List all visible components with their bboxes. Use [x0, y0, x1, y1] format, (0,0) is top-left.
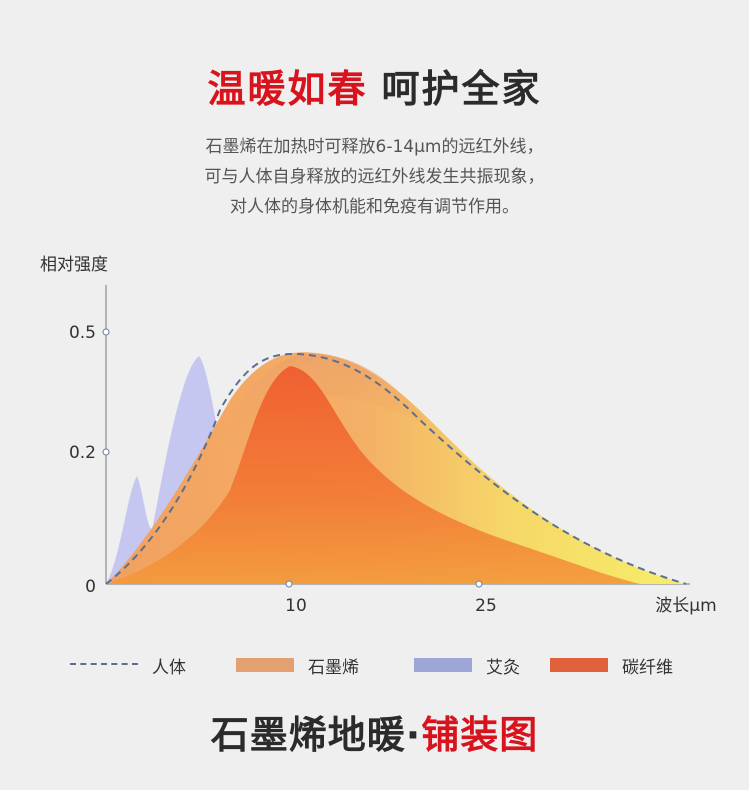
footer-title-main: 石墨烯地暖· — [210, 713, 422, 757]
y-tick-label-0: 0 — [85, 577, 96, 597]
footer-title-highlight: 铺装图 — [421, 713, 539, 757]
x-tick-label-10: 10 — [285, 596, 307, 616]
title-main: 呵护全家 — [381, 67, 542, 111]
series-carbon-fiber-area — [106, 366, 640, 584]
legend-item-carbon-fiber: 碳纤维 — [550, 650, 673, 680]
y-tick-marker-0.2 — [102, 448, 110, 456]
page-title: 温暖如春 呵护全家 — [0, 58, 749, 113]
description-line-1: 石墨烯在加热时可释放6-14μm的远红外线， — [205, 137, 544, 157]
x-tick-marker-25 — [475, 580, 483, 588]
x-tick-marker-10 — [285, 580, 293, 588]
legend-label-human: 人体 — [152, 657, 186, 678]
series-human-line — [105, 352, 687, 585]
legend-swatch-human — [70, 663, 138, 667]
footer-title: 石墨烯地暖·铺装图 — [0, 704, 749, 759]
legend-swatch-moxibustion — [414, 658, 472, 672]
x-tick-label-25: 25 — [475, 596, 497, 616]
legend-swatch-carbon-fiber — [550, 658, 608, 672]
description-line-3: 对人体的身体机能和免疫有调节作用。 — [230, 197, 519, 217]
description: 石墨烯在加热时可释放6-14μm的远红外线， 可与人体自身释放的远红外线发生共振… — [0, 132, 749, 222]
x-axis-label: 波长μm — [655, 596, 716, 616]
series-graphene-highlight — [210, 352, 430, 460]
legend-label-graphene: 石墨烯 — [308, 657, 359, 678]
chart-legend: 人体 石墨烯 艾灸 碳纤维 — [60, 650, 720, 680]
legend-label-carbon-fiber: 碳纤维 — [622, 657, 673, 678]
y-tick-label-0.5: 0.5 — [69, 323, 96, 343]
title-highlight: 温暖如春 — [207, 67, 368, 111]
description-line-2: 可与人体自身释放的远红外线发生共振现象， — [204, 167, 545, 187]
spectrum-chart: 相对强度 0.5 0.2 0 10 25 波长μm — [40, 255, 717, 616]
legend-label-moxibustion: 艾灸 — [486, 657, 520, 678]
legend-item-moxibustion: 艾灸 — [414, 650, 520, 680]
legend-swatch-graphene — [236, 658, 294, 672]
y-tick-marker-0.5 — [102, 328, 110, 336]
y-tick-label-0.2: 0.2 — [69, 443, 96, 463]
y-axis-label: 相对强度 — [40, 255, 108, 275]
legend-item-human: 人体 — [70, 650, 186, 680]
legend-item-graphene: 石墨烯 — [236, 650, 359, 680]
